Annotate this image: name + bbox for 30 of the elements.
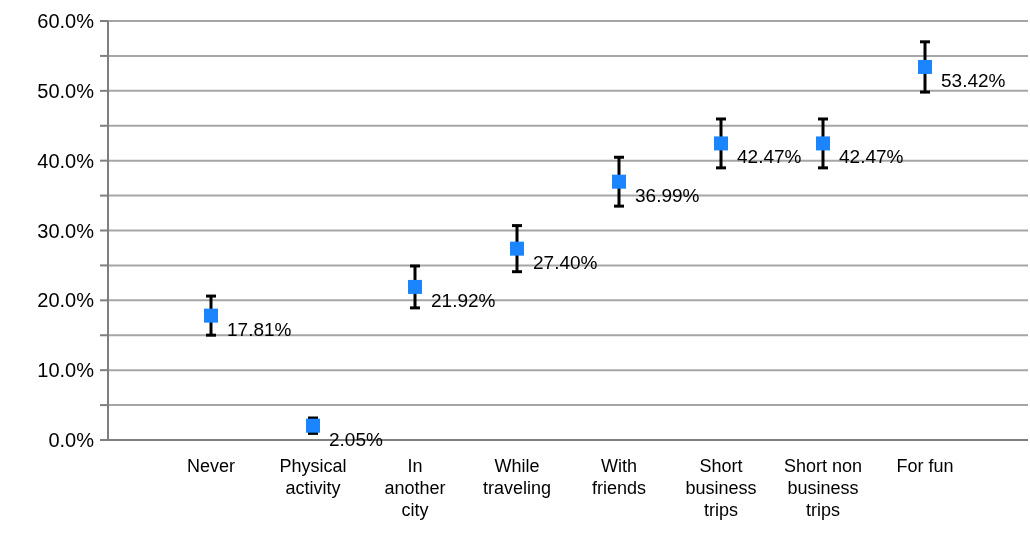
data-label: 53.42%	[941, 69, 1006, 91]
data-label: 21.92%	[431, 289, 496, 311]
y-tick-label: 30.0%	[37, 219, 95, 242]
data-label: 36.99%	[635, 184, 700, 206]
data-label: 2.05%	[329, 428, 383, 450]
y-tick-label: 20.0%	[37, 289, 95, 312]
x-tick-label: Short business trips	[685, 456, 757, 520]
y-tick-label: 50.0%	[37, 79, 95, 102]
y-tick-label: 10.0%	[37, 359, 95, 382]
data-label: 27.40%	[533, 251, 598, 273]
x-tick-label: Short non business trips	[783, 456, 863, 520]
x-tick-label: In another city	[384, 456, 446, 520]
x-tick-label: While traveling	[482, 456, 552, 498]
data-label: 17.81%	[227, 318, 292, 340]
point	[510, 241, 524, 256]
x-tick-label: With friends	[591, 456, 647, 498]
data-label: 42.47%	[839, 146, 904, 168]
point	[204, 308, 218, 323]
y-tick-label: 60.0%	[37, 10, 95, 32]
point	[408, 279, 422, 294]
data-label: 42.47%	[737, 146, 802, 168]
x-tick-label: For fun	[896, 456, 954, 476]
x-tick-label: Physical activity	[279, 456, 347, 498]
point	[816, 136, 830, 151]
point	[612, 174, 626, 189]
y-tick-label: 40.0%	[37, 149, 95, 172]
point	[714, 136, 728, 151]
y-tick-label: 0.0%	[48, 429, 95, 451]
x-tick-label: Never	[186, 456, 236, 476]
point	[918, 59, 932, 74]
